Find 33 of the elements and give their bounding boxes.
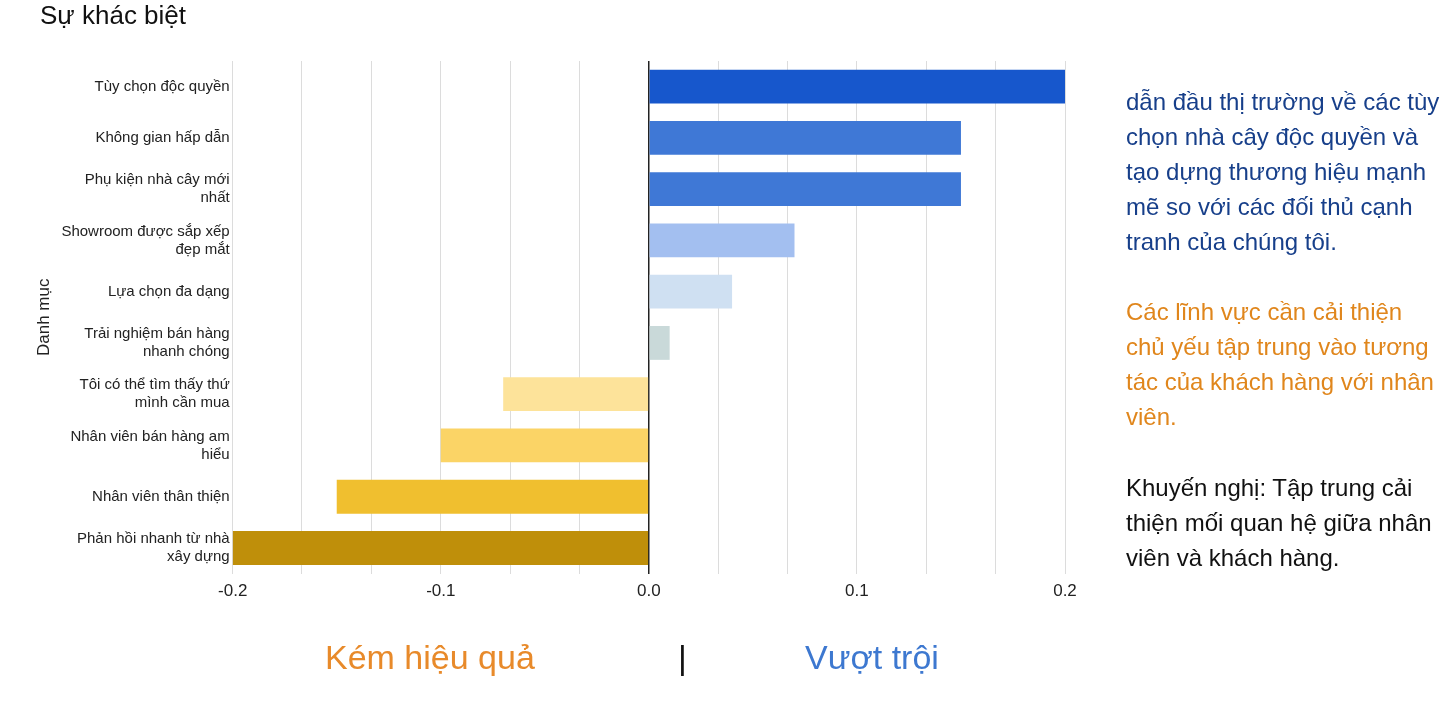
y-tick-label: Showroom được sắp xếp đẹp mắt	[61, 221, 231, 257]
y-tick-label: Tùy chọn độc quyền	[94, 76, 230, 94]
text: Kém hiệu quả	[325, 638, 535, 677]
bar	[232, 531, 649, 565]
bar	[649, 69, 1065, 104]
chart-title: Sự khác biệt	[40, 0, 187, 31]
x-tick-label: 0.1	[845, 581, 869, 601]
y-tick-label: Lựa chọn đa dạng	[107, 281, 230, 299]
bar	[649, 274, 733, 309]
bar	[649, 223, 795, 258]
y-tick-label: Nhân viên thân thiện	[92, 486, 230, 504]
y-tick-label: Tôi có thể tìm thấy thứ mình cần mua	[79, 375, 231, 411]
bar	[336, 479, 649, 514]
text: Khuyến nghị: Tập trung cải thiện mối quan hệ giữa nhân viên và khách hàng.	[1126, 473, 1433, 573]
y-tick-label: Nhân viên bán hàng am hiểu	[70, 426, 230, 462]
y-tick-label: Phản hồi nhanh từ nhà xây dựng	[77, 529, 231, 565]
x-tick-label: -0.1	[426, 581, 456, 601]
bar	[649, 326, 670, 360]
y-tick-label: Phụ kiện nhà cây mới nhất	[84, 170, 231, 206]
y-axis-title: Danh mục	[33, 278, 53, 357]
x-tick-label: -0.2	[218, 581, 248, 601]
text: Các lĩnh vực cần cải thiện chủ yếu tập trung vào tương tác của khách hàng với nhân viên.	[1126, 297, 1435, 432]
x-tick-label: 0.2	[1053, 581, 1077, 601]
bar	[649, 172, 961, 207]
text: |	[678, 638, 687, 677]
y-tick-label: Trải nghiệm bán hàng nhanh chóng	[84, 324, 230, 360]
bar	[440, 428, 649, 463]
x-tick-label: 0.0	[637, 581, 661, 601]
text: Vượt trội	[805, 638, 939, 677]
bar	[503, 377, 649, 412]
y-tick-label: Không gian hấp dẫn	[95, 128, 230, 146]
text: dẫn đầu thị trường về các tùy chọn nhà cây độc quyền và tạo dựng thương hiệu mạnh mẽ so với các đối thủ cạnh tranh của chúng tôi.	[1126, 87, 1441, 257]
bar	[649, 120, 961, 155]
